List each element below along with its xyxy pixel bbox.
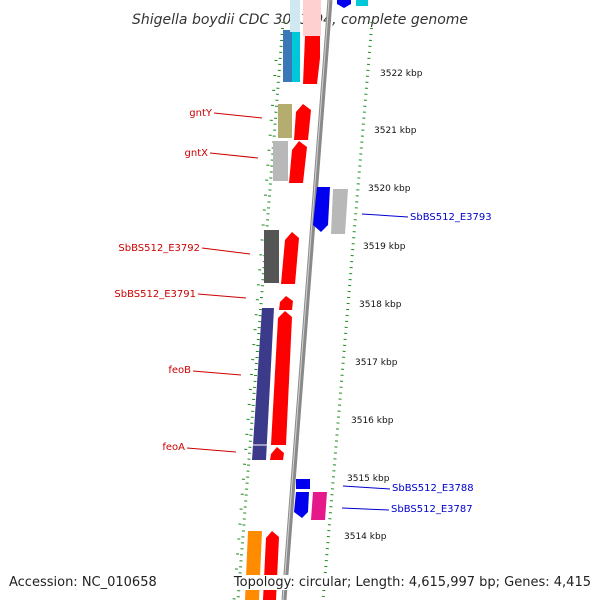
gene-E3787-magenta (311, 492, 327, 520)
gene-label-E3793: SbBS512_E3793 (410, 212, 492, 223)
gene-E3788-blue (294, 492, 309, 518)
gene-leader-gntX (209, 152, 259, 159)
kbp-label-3520: 3520 kbp (368, 184, 411, 194)
gene-leader-E3787 (341, 507, 390, 511)
gene-gntX-cds (289, 141, 307, 183)
gene-reverse-top-cyan (356, 0, 368, 6)
gene-leader-E3791 (197, 293, 247, 299)
kbp-label-3514: 3514 kbp (344, 532, 387, 542)
gene-leader-feoB (192, 370, 242, 376)
gene-feoB-cds (271, 311, 292, 445)
gene-leader-E3792 (201, 247, 251, 255)
genome-backbone (281, 0, 333, 600)
gene-reverse-top-blue (337, 0, 351, 8)
kbp-label-3522: 3522 kbp (380, 69, 423, 79)
gene-E3792-dark-grey (264, 230, 279, 283)
gene-gntY-cds (294, 104, 311, 140)
outer-tick-track (321, 21, 374, 600)
kbp-label-3515: 3515 kbp (347, 474, 390, 484)
gene-feoB-indigo (252, 308, 274, 460)
kbp-label-3518: 3518 kbp (359, 300, 402, 310)
gene-E3793-grey (331, 189, 348, 234)
gene-top-steel-blue (283, 30, 292, 82)
genome-summary: Topology: circular; Length: 4,615,997 bp… (233, 575, 591, 590)
kbp-label-3519: 3519 kbp (363, 242, 406, 252)
gene-leader-E3793 (361, 213, 409, 218)
gene-label-E3787: SbBS512_E3787 (391, 504, 473, 515)
gene-label-E3788: SbBS512_E3788 (392, 483, 474, 494)
gene-E3788-blue-top (296, 479, 310, 489)
gene-E3792-cds (281, 232, 299, 284)
gene-top-light-cyan (290, 0, 300, 32)
kbp-label-3517: 3517 kbp (355, 358, 398, 368)
gene-label-gntX: gntX (185, 148, 209, 159)
gene-label-E3791: SbBS512_E3791 (114, 289, 196, 300)
gene-top-red (303, 36, 320, 84)
gene-E3791-cds (279, 296, 293, 310)
gene-leader-gntY (213, 112, 263, 119)
gene-top-cyan (292, 30, 300, 82)
inner-tick-track (236, 21, 285, 600)
kbp-label-3516: 3516 kbp (351, 416, 394, 426)
gene-label-gntY: gntY (189, 108, 213, 119)
gene-E3793-blue (313, 187, 330, 232)
kbp-label-3521: 3521 kbp (374, 126, 417, 136)
gene-gntX-grey (273, 141, 288, 181)
gene-top-pink (303, 0, 321, 36)
genome-backbone-highlight (282, 0, 330, 600)
inner-tick-track-2 (232, 59, 278, 600)
gene-label-feoA: feoA (162, 442, 185, 453)
gene-feoA-cds (270, 447, 284, 460)
gene-label-E3792: SbBS512_E3792 (118, 243, 200, 254)
accession-label: Accession: NC_010658 (9, 575, 157, 590)
gene-leader-feoA (186, 447, 237, 453)
gene-gntY-olive (278, 104, 292, 138)
gene-label-feoB: feoB (168, 365, 191, 376)
gene-leader-E3788 (342, 485, 391, 490)
